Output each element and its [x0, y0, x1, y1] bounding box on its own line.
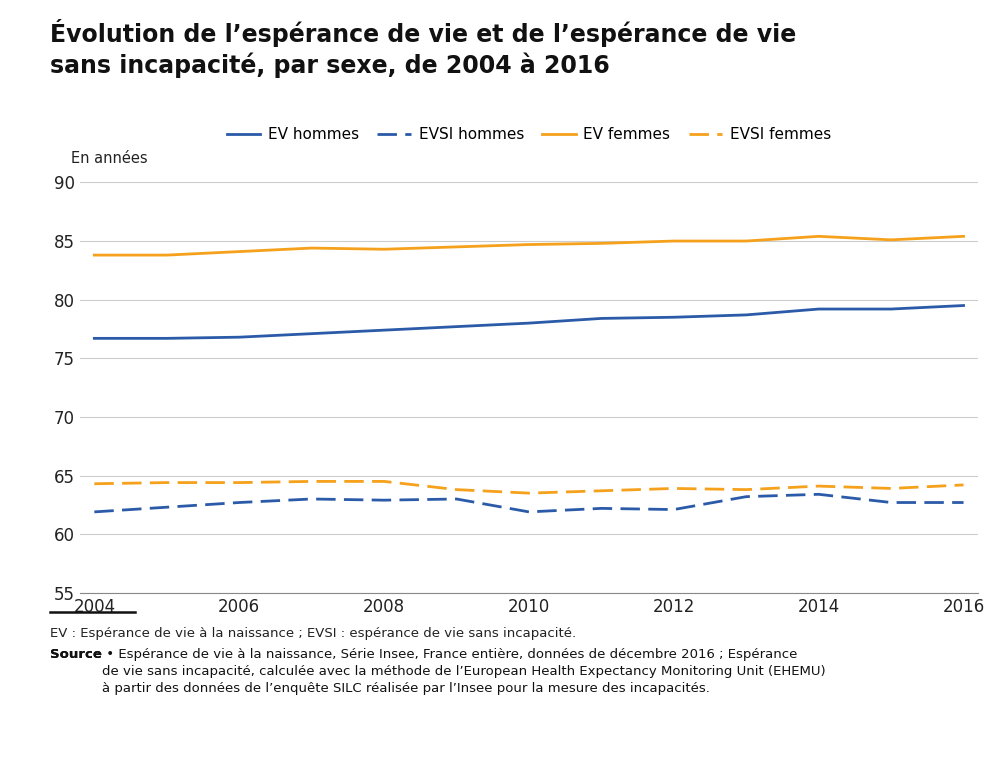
Text: En années: En années	[71, 151, 148, 166]
Legend: EV hommes, EVSI hommes, EV femmes, EVSI femmes: EV hommes, EVSI hommes, EV femmes, EVSI …	[227, 127, 831, 142]
Text: • Espérance de vie à la naissance, Série Insee, France entière, données de décem: • Espérance de vie à la naissance, Série…	[102, 648, 825, 695]
Text: Source: Source	[50, 648, 102, 660]
Text: EV : Espérance de vie à la naissance ; EVSI : espérance de vie sans incapacité.: EV : Espérance de vie à la naissance ; E…	[50, 627, 576, 640]
Text: Source: Source	[50, 648, 102, 660]
Text: Évolution de l’espérance de vie et de l’espérance de vie
sans incapacité, par se: Évolution de l’espérance de vie et de l’…	[50, 19, 796, 78]
